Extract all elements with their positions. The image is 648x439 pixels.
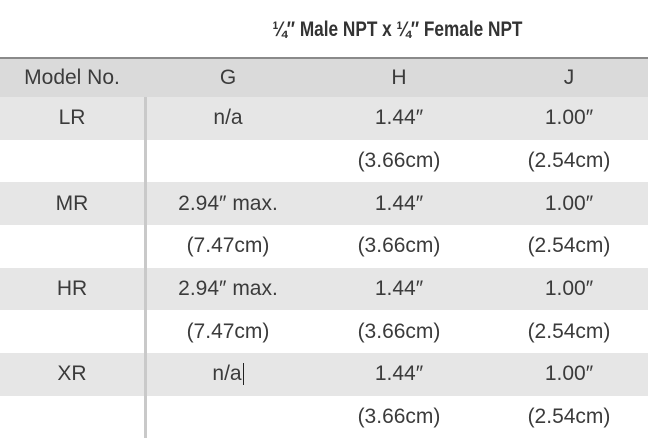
dimension-table: Model No. G H J LR n/a 1.44″ 1.00″ (3.66… — [0, 57, 648, 439]
h-cell: (3.66cm) — [357, 234, 441, 258]
j-cell: 1.00″ — [544, 191, 594, 215]
h-cell: 1.44″ — [374, 362, 424, 386]
j-cell: 1.00″ — [544, 277, 594, 301]
g-cell — [150, 396, 306, 439]
model-cell: XR — [57, 362, 87, 386]
table-row: (7.47cm) (3.66cm) (2.54cm) — [0, 225, 648, 268]
g-cell: 2.94″ max. — [178, 191, 278, 215]
h-cell: (3.66cm) — [357, 319, 441, 343]
h-cell: 1.44″ — [374, 106, 424, 130]
model-cell — [0, 310, 144, 353]
g-cell-text[interactable]: n/a — [212, 362, 242, 386]
header-j: J — [563, 66, 575, 89]
j-cell: (2.54cm) — [527, 405, 611, 429]
j-cell: (2.54cm) — [527, 319, 611, 343]
table-row: (7.47cm) (3.66cm) (2.54cm) — [0, 310, 648, 353]
j-cell: 1.00″ — [544, 362, 594, 386]
table-title: ¼″ Male NPT x ¼″ Female NPT — [0, 0, 648, 60]
model-cell: HR — [56, 277, 88, 301]
h-cell: (3.66cm) — [357, 405, 441, 429]
text-cursor — [242, 363, 244, 386]
h-cell: 1.44″ — [374, 277, 424, 301]
table-row: XR n/a 1.44″ 1.00″ — [0, 353, 648, 396]
j-cell: 1.00″ — [544, 106, 594, 130]
h-cell: 1.44″ — [374, 191, 424, 215]
h-cell: (3.66cm) — [357, 149, 441, 173]
model-cell: LR — [58, 106, 86, 130]
table-row: LR n/a 1.44″ 1.00″ — [0, 97, 648, 140]
table-title-text: ¼″ Male NPT x ¼″ Female NPT — [271, 18, 522, 41]
model-cell — [0, 225, 144, 268]
model-cell: MR — [55, 191, 89, 215]
g-cell — [150, 140, 306, 183]
j-cell: (2.54cm) — [527, 234, 611, 258]
header-h: H — [391, 66, 407, 89]
table-header-row: Model No. G H J — [0, 57, 648, 97]
header-g: G — [219, 66, 237, 89]
model-cell — [0, 396, 144, 439]
table-row: (3.66cm) (2.54cm) — [0, 396, 648, 439]
g-cell: (7.47cm) — [186, 234, 270, 258]
model-cell — [0, 140, 144, 183]
g-cell: 2.94″ max. — [178, 277, 278, 301]
table-row: MR 2.94″ max. 1.44″ 1.00″ — [0, 182, 648, 226]
table-row: (3.66cm) (2.54cm) — [0, 140, 648, 183]
g-cell: (7.47cm) — [186, 319, 270, 343]
column-divider — [144, 97, 147, 438]
g-cell-editing[interactable]: n/a — [150, 353, 306, 396]
g-cell: n/a — [213, 106, 243, 130]
header-model-no: Model No. — [24, 66, 120, 89]
j-cell: (2.54cm) — [527, 149, 611, 173]
table-row: HR 2.94″ max. 1.44″ 1.00″ — [0, 267, 648, 311]
